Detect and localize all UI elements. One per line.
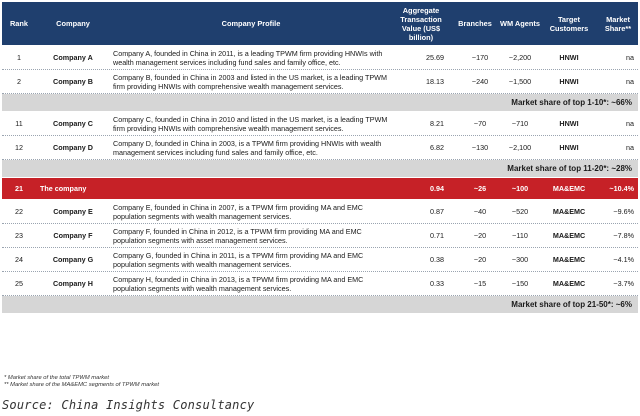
summary-top-11-20: Market share of top 11-20*: ~28%: [2, 160, 638, 178]
profile-cell: Company H, founded in China in 2013, is …: [113, 274, 364, 293]
footnotes: * Market share of the total TPWM market …: [4, 375, 159, 389]
rank-cell: 25: [15, 279, 23, 288]
value-cell: 0.94: [430, 184, 444, 193]
value-cell: 18.13: [426, 77, 444, 86]
company-cell: Company B: [53, 77, 93, 86]
rank-cell: 22: [15, 207, 23, 216]
company-cell: Company H: [53, 279, 93, 288]
header-target: Target Customers: [549, 14, 589, 33]
profile-cell: Company C, founded in China in 2010 and …: [113, 114, 388, 133]
rank-cell: 1: [17, 53, 21, 62]
profile-cell: Company B, founded in China in 2003 and …: [113, 72, 387, 91]
branches-cell: ~170: [471, 53, 489, 62]
table-row: 24 Company G Company G, founded in China…: [2, 248, 638, 272]
profile-cell: Company G, founded in China in 2011, is …: [113, 250, 364, 269]
target-cell: MA&EMC: [552, 231, 586, 240]
table-row: 11 Company C Company C, founded in China…: [2, 112, 638, 136]
value-cell: 0.38: [430, 255, 444, 264]
agents-cell: ~520: [511, 207, 529, 216]
footnote: * Market share of the total TPWM market: [4, 375, 110, 381]
value-cell: 0.87: [430, 207, 444, 216]
value-cell: 8.21: [430, 119, 444, 128]
header-branches: Branches: [458, 19, 492, 28]
profile-cell: Company A, founded in China in 2011, is …: [113, 48, 383, 67]
branches-cell: ~26: [473, 184, 487, 193]
value-cell: 25.69: [426, 53, 444, 62]
rank-cell: 21: [15, 184, 23, 193]
value-cell: 0.33: [430, 279, 444, 288]
table-row: 23 Company F Company F, founded in China…: [2, 224, 638, 248]
share-cell: ~7.8%: [613, 231, 634, 240]
share-cell: na: [626, 77, 634, 86]
value-cell: 0.71: [430, 231, 444, 240]
rank-cell: 12: [15, 143, 23, 152]
agents-cell: ~2,200: [508, 53, 532, 62]
value-cell: 6.82: [430, 143, 444, 152]
ranking-table: Rank Company Company Profile Aggregate T…: [2, 2, 638, 314]
summary-top-21-50: Market share of top 21-50*: ~6%: [2, 296, 638, 314]
target-cell: HNWI: [559, 119, 579, 128]
company-cell: Company F: [53, 231, 93, 240]
branches-cell: ~15: [473, 279, 487, 288]
company-cell: Company E: [53, 207, 93, 216]
summary-top-1-10: Market share of top 1-10*: ~66%: [2, 94, 638, 112]
header-value: Aggregate Transaction Value (US$ billion…: [400, 5, 442, 42]
table-row: 1 Company A Company A, founded in China …: [2, 46, 638, 70]
rank-cell: 24: [15, 255, 23, 264]
header-agents: WM Agents: [500, 19, 540, 28]
share-cell: na: [626, 53, 634, 62]
agents-cell: ~300: [511, 255, 529, 264]
table-row: 2 Company B Company B, founded in China …: [2, 70, 638, 94]
branches-cell: ~20: [473, 231, 487, 240]
profile-cell: Company F, founded in China in 2012, is …: [113, 226, 362, 245]
header-share: Market Share**: [604, 14, 632, 33]
header-company: Company: [56, 19, 90, 28]
company-cell: The company: [40, 184, 87, 193]
branches-cell: ~70: [473, 119, 487, 128]
rank-cell: 2: [17, 77, 21, 86]
branches-cell: ~130: [471, 143, 489, 152]
target-cell: HNWI: [559, 77, 579, 86]
company-cell: Company A: [53, 53, 93, 62]
agents-cell: ~100: [511, 184, 529, 193]
company-cell: Company D: [53, 143, 93, 152]
target-cell: HNWI: [559, 143, 579, 152]
header-rank: Rank: [9, 19, 29, 28]
highlighted-row: 21 The company 0.94 ~26 ~100 MA&EMC ~10.…: [2, 178, 638, 200]
target-cell: MA&EMC: [552, 184, 586, 193]
agents-cell: ~2,100: [508, 143, 532, 152]
share-cell: na: [626, 119, 634, 128]
share-cell: ~3.7%: [613, 279, 634, 288]
agents-cell: ~710: [511, 119, 529, 128]
target-cell: HNWI: [559, 53, 579, 62]
profile-cell: [110, 178, 392, 199]
share-cell: ~9.6%: [613, 207, 634, 216]
company-cell: Company G: [52, 255, 94, 264]
target-cell: MA&EMC: [552, 279, 586, 288]
table-row: 25 Company H Company H, founded in China…: [2, 272, 638, 296]
target-cell: MA&EMC: [552, 255, 586, 264]
agents-cell: ~110: [512, 231, 528, 240]
share-cell: na: [626, 143, 634, 152]
table-row: 22 Company E Company E, founded in China…: [2, 200, 638, 224]
profile-cell: Company D, founded in China in 2003, is …: [113, 138, 382, 157]
rank-cell: 23: [15, 231, 23, 240]
share-cell: ~4.1%: [613, 255, 634, 264]
rank-cell: 11: [15, 119, 23, 128]
share-cell: ~10.4%: [609, 184, 634, 193]
branches-cell: ~20: [473, 255, 487, 264]
profile-cell: Company E, founded in China in 2007, is …: [113, 202, 363, 221]
branches-cell: ~240: [471, 77, 489, 86]
header-profile: Company Profile: [221, 19, 281, 28]
branches-cell: ~40: [473, 207, 487, 216]
footnote: ** Market share of the MA&EMC segments o…: [4, 382, 159, 388]
target-cell: MA&EMC: [552, 207, 586, 216]
table-header: Rank Company Company Profile Aggregate T…: [2, 2, 638, 46]
table-row: 12 Company D Company D, founded in China…: [2, 136, 638, 160]
agents-cell: ~150: [511, 279, 529, 288]
agents-cell: ~1,500: [508, 77, 532, 86]
company-cell: Company C: [53, 119, 93, 128]
source-caption: Source: China Insights Consultancy: [2, 398, 255, 412]
